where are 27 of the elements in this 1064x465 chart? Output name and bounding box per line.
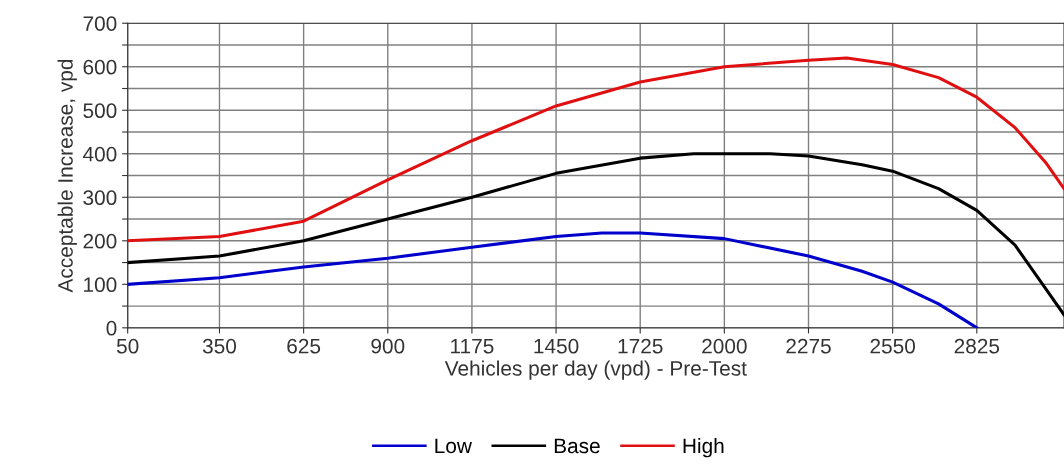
x-tick-label: 50 [116,338,139,354]
y-tick-label: 600 [83,59,117,75]
legend-label: Low [435,438,472,454]
y-tick-label: 100 [84,277,117,293]
y-tick-label: 300 [83,190,117,206]
y-tick-label: 200 [83,233,117,249]
x-axis-title: Vehicles per day (vpd) - Pre-Test [444,360,747,380]
legend-label: High [683,437,724,458]
y-tick-label: 400 [82,146,117,162]
x-tick-label: 2825 [954,338,1000,354]
x-tick-label: 1450 [534,338,579,354]
x-tick-label: 2550 [870,338,916,354]
x-tick-label: 1725 [618,338,663,354]
line-series [127,152,1064,317]
y-tick-label: 700 [83,16,117,31]
line-series [127,231,979,328]
y-axis-title: Acceptable Increase, vpd [57,59,77,293]
x-tick-label: 1175 [451,339,494,354]
line-series [127,56,1064,243]
x-tick-label: 2275 [786,338,831,354]
x-tick-label: 2000 [702,338,747,354]
legend-label: Base [554,438,600,454]
x-tick-label: 625 [287,338,321,354]
x-tick-label: 350 [202,338,237,354]
y-tick-label: 0 [106,320,117,336]
x-tick-label: 900 [371,338,405,354]
y-tick-label: 500 [83,103,117,119]
